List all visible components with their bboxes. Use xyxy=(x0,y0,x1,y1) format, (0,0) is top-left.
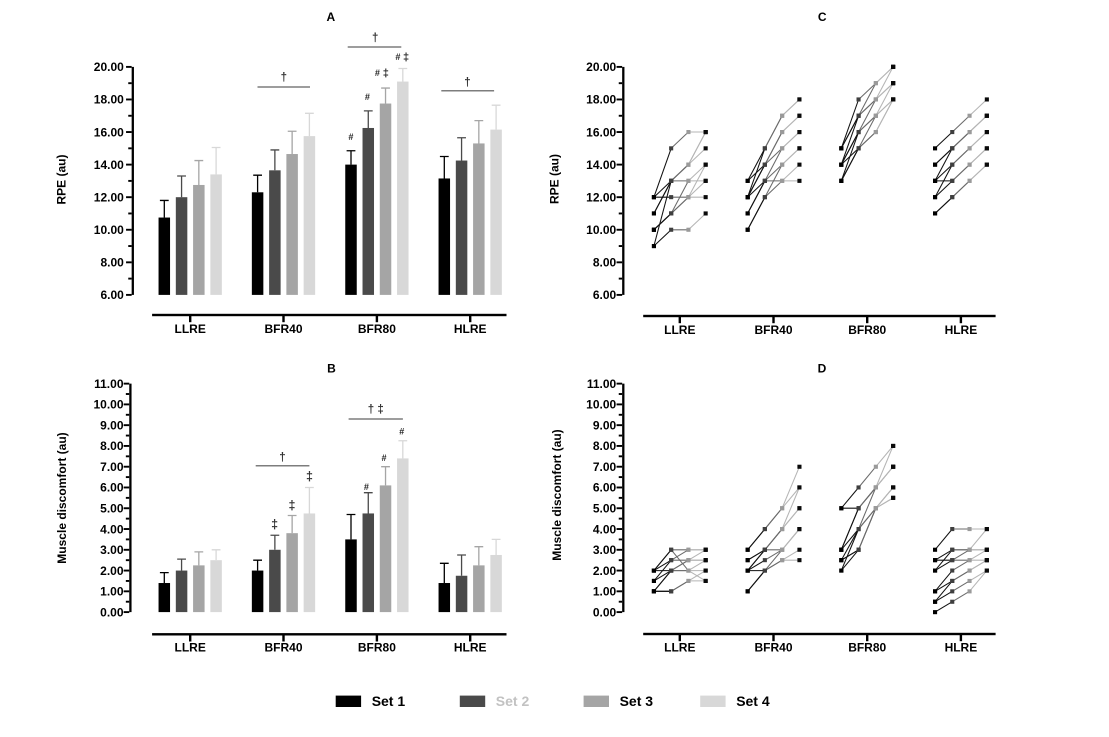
svg-text:†: † xyxy=(372,33,378,45)
svg-text:LLRE: LLRE xyxy=(175,641,206,655)
svg-text:‡: ‡ xyxy=(289,499,296,513)
svg-text:Muscle discomfort (au): Muscle discomfort (au) xyxy=(55,432,69,563)
svg-text:‡: ‡ xyxy=(383,68,389,80)
svg-text:16.00: 16.00 xyxy=(586,125,616,139)
svg-text:BFR80: BFR80 xyxy=(358,322,396,336)
svg-text:10.00: 10.00 xyxy=(94,223,124,237)
svg-text:RPE (au): RPE (au) xyxy=(55,154,69,204)
svg-text:BFR80: BFR80 xyxy=(358,641,396,655)
svg-text:1.00: 1.00 xyxy=(100,585,124,599)
svg-text:5.00: 5.00 xyxy=(100,502,124,516)
svg-text:#: # xyxy=(399,426,404,436)
svg-text:11.00: 11.00 xyxy=(94,377,124,391)
svg-text:10.00: 10.00 xyxy=(586,223,616,237)
svg-text:† ‡: † ‡ xyxy=(368,404,384,416)
svg-text:BFR40: BFR40 xyxy=(264,322,302,336)
svg-text:D: D xyxy=(818,362,827,376)
svg-text:3.00: 3.00 xyxy=(100,543,124,557)
svg-text:1.00: 1.00 xyxy=(593,585,617,599)
svg-text:18.00: 18.00 xyxy=(586,93,616,107)
svg-text:LLRE: LLRE xyxy=(175,322,206,336)
svg-text:0.00: 0.00 xyxy=(593,605,617,619)
svg-text:C: C xyxy=(818,10,827,24)
svg-text:#: # xyxy=(375,68,380,78)
svg-text:Set 4: Set 4 xyxy=(736,693,770,709)
svg-text:4.00: 4.00 xyxy=(100,522,124,536)
svg-text:8.00: 8.00 xyxy=(100,439,124,453)
svg-text:BFR40: BFR40 xyxy=(754,323,792,337)
svg-text:3.00: 3.00 xyxy=(593,543,617,557)
svg-text:9.00: 9.00 xyxy=(593,418,617,432)
svg-text:†: † xyxy=(279,452,285,464)
svg-text:9.00: 9.00 xyxy=(100,418,124,432)
svg-text:12.00: 12.00 xyxy=(94,190,124,204)
svg-text:BFR40: BFR40 xyxy=(264,641,302,655)
svg-text:LLRE: LLRE xyxy=(664,641,695,655)
svg-text:Set 2: Set 2 xyxy=(496,693,530,709)
svg-text:6.00: 6.00 xyxy=(100,288,124,302)
svg-text:10.00: 10.00 xyxy=(93,398,123,412)
svg-text:14.00: 14.00 xyxy=(586,158,616,172)
svg-text:#: # xyxy=(365,92,370,102)
svg-text:A: A xyxy=(326,10,335,24)
svg-text:BFR80: BFR80 xyxy=(848,323,886,337)
svg-text:#: # xyxy=(395,52,400,62)
svg-text:8.00: 8.00 xyxy=(593,256,617,270)
svg-text:BFR40: BFR40 xyxy=(754,641,792,655)
svg-text:10.00: 10.00 xyxy=(586,398,616,412)
svg-text:†: † xyxy=(464,77,470,89)
svg-text:6.00: 6.00 xyxy=(100,481,124,495)
svg-text:6.00: 6.00 xyxy=(593,288,617,302)
svg-text:LLRE: LLRE xyxy=(664,323,695,337)
svg-text:B: B xyxy=(327,362,336,376)
svg-text:‡: ‡ xyxy=(306,470,313,484)
svg-text:5.00: 5.00 xyxy=(593,502,617,516)
svg-text:†: † xyxy=(281,72,287,84)
svg-text:‡: ‡ xyxy=(403,52,409,64)
svg-text:7.00: 7.00 xyxy=(593,460,617,474)
svg-text:12.00: 12.00 xyxy=(586,190,616,204)
svg-text:2.00: 2.00 xyxy=(593,564,617,578)
svg-text:HLRE: HLRE xyxy=(454,641,487,655)
svg-text:6.00: 6.00 xyxy=(593,481,617,495)
svg-text:0.00: 0.00 xyxy=(100,605,124,619)
svg-text:HLRE: HLRE xyxy=(945,323,978,337)
svg-text:16.00: 16.00 xyxy=(94,125,124,139)
svg-text:HLRE: HLRE xyxy=(945,641,978,655)
svg-text:HLRE: HLRE xyxy=(454,322,487,336)
svg-text:7.00: 7.00 xyxy=(100,460,124,474)
svg-text:#: # xyxy=(348,132,353,142)
svg-text:#: # xyxy=(364,482,369,492)
svg-text:#: # xyxy=(381,453,386,463)
svg-text:Set 1: Set 1 xyxy=(372,693,406,709)
svg-text:RPE (au): RPE (au) xyxy=(548,154,562,204)
svg-text:8.00: 8.00 xyxy=(100,256,124,270)
svg-text:14.00: 14.00 xyxy=(94,158,124,172)
svg-text:20.00: 20.00 xyxy=(586,60,616,74)
svg-text:11.00: 11.00 xyxy=(587,377,617,391)
svg-text:18.00: 18.00 xyxy=(94,93,124,107)
svg-text:2.00: 2.00 xyxy=(100,564,124,578)
svg-text:20.00: 20.00 xyxy=(94,60,124,74)
svg-text:‡: ‡ xyxy=(271,518,278,532)
svg-text:Set 3: Set 3 xyxy=(620,693,654,709)
svg-text:4.00: 4.00 xyxy=(593,522,617,536)
svg-text:BFR80: BFR80 xyxy=(848,641,886,655)
svg-text:8.00: 8.00 xyxy=(593,439,617,453)
svg-text:Muscle discomfort (au): Muscle discomfort (au) xyxy=(550,429,564,560)
